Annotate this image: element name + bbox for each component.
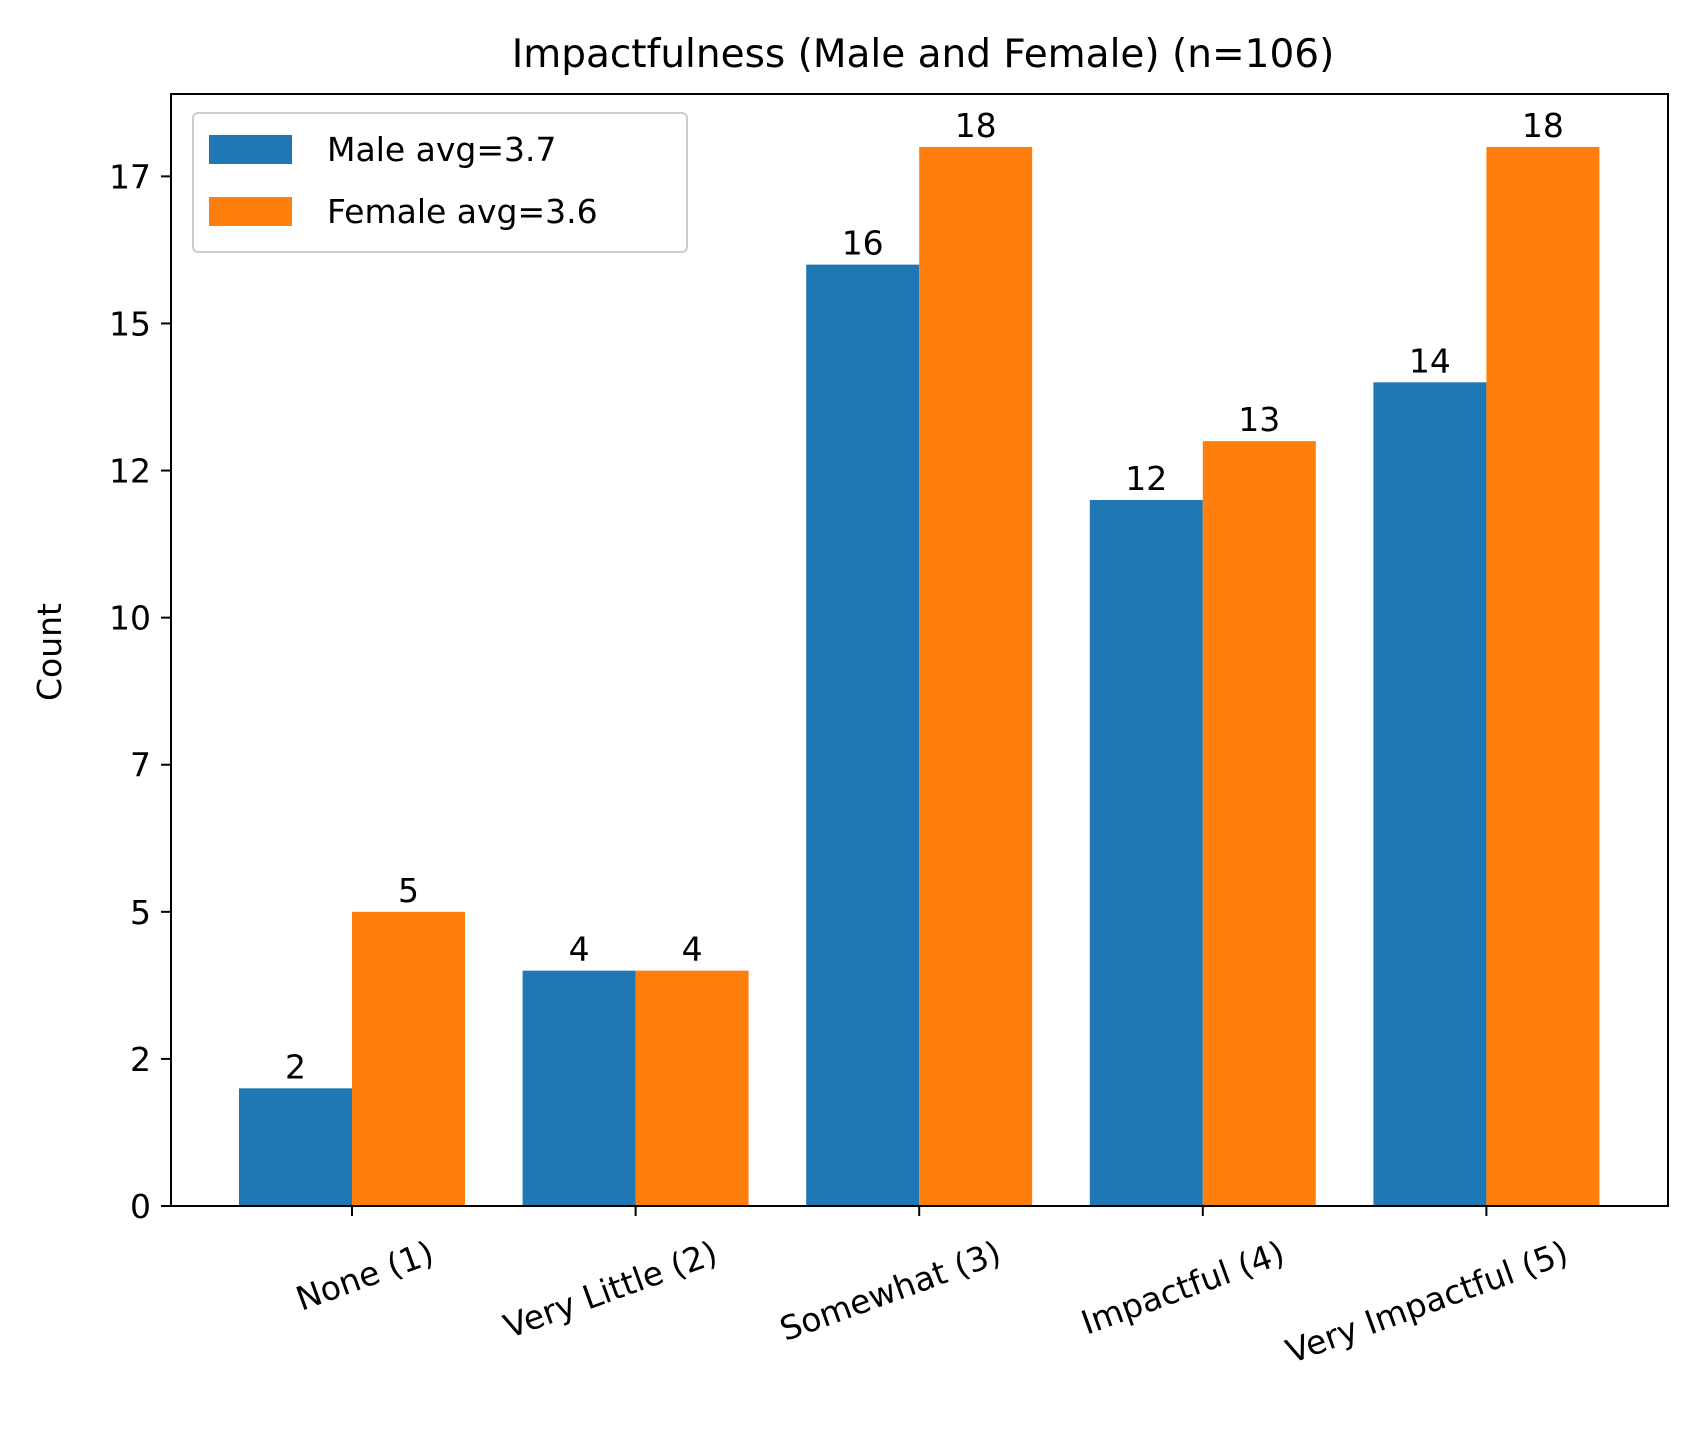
- bar-male-4: [1089, 499, 1203, 1206]
- y-tick-label: 5: [130, 893, 151, 932]
- bar-value-labels: 2 4 16 12 14 5 4 18 13 18: [285, 106, 1564, 1086]
- bar-male-2: [522, 970, 636, 1206]
- x-tick-label: Impactful (4): [1076, 1233, 1290, 1343]
- x-tick-label: Very Little (2): [498, 1233, 722, 1346]
- legend-swatch-male: [209, 135, 292, 164]
- bar-male-1: [239, 1088, 352, 1206]
- bar-value-label-male-5: 14: [1409, 341, 1451, 380]
- legend-box: [192, 112, 688, 253]
- bar-value-label-female-2: 4: [682, 930, 703, 969]
- y-tick-label: 10: [109, 599, 151, 638]
- legend-items: Male avg=3.7 Female avg=3.6: [209, 130, 598, 231]
- legend-label-female: Female avg=3.6: [327, 192, 598, 231]
- bar-male-3: [806, 264, 920, 1206]
- plot-frame: [170, 93, 1669, 1207]
- y-axis-label: Count: [30, 603, 69, 701]
- bar-value-label-female-3: 18: [955, 106, 997, 145]
- y-tick-label: 17: [109, 157, 151, 196]
- bar-value-label-male-2: 4: [569, 930, 590, 969]
- bars-layer: [239, 146, 1600, 1207]
- bar-female-3: [919, 146, 1033, 1206]
- y-tick-label: 12: [109, 452, 151, 491]
- bar-value-label-female-1: 5: [398, 871, 419, 910]
- y-tick-label: 7: [130, 746, 151, 785]
- legend-swatch-female: [209, 197, 292, 226]
- x-tick-label: Somewhat (3): [775, 1233, 1006, 1349]
- bar-female-4: [1202, 441, 1316, 1206]
- bar-value-label-male-3: 16: [842, 224, 884, 263]
- legend-label-male: Male avg=3.7: [327, 130, 557, 169]
- bar-value-label-female-4: 13: [1238, 400, 1280, 439]
- y-axis: 0 2 5 7 10 12 15 17: [109, 157, 171, 1226]
- bar-female-1: [352, 911, 465, 1206]
- x-tick-label: None (1): [291, 1233, 439, 1319]
- bar-male-5: [1373, 382, 1487, 1207]
- bar-female-5: [1486, 146, 1600, 1206]
- y-tick-label: 0: [130, 1187, 151, 1226]
- legend: Male avg=3.7 Female avg=3.6: [192, 112, 688, 253]
- bar-value-label-male-4: 12: [1125, 459, 1167, 498]
- x-tick-label: Very Impactful (5): [1281, 1233, 1573, 1371]
- y-tick-label: 2: [130, 1040, 151, 1079]
- bar-value-label-female-5: 18: [1522, 106, 1564, 145]
- bar-female-2: [635, 970, 749, 1206]
- chart-title: Impactfulness (Male and Female) (n=106): [512, 32, 1335, 77]
- x-axis: None (1) Very Little (2) Somewhat (3) Impac…: [291, 1206, 1573, 1371]
- bar-value-label-male-1: 2: [285, 1047, 306, 1086]
- y-tick-label: 15: [109, 304, 151, 343]
